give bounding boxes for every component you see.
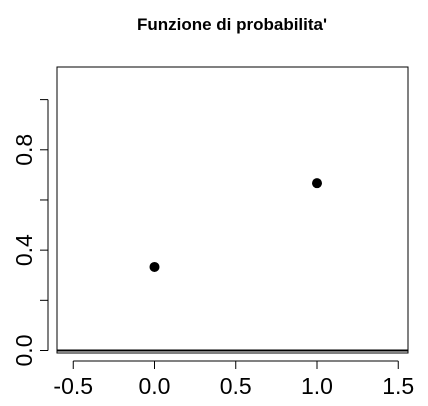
x-tick-label: -0.5 — [53, 373, 93, 399]
x-tick-label: 0.0 — [139, 373, 171, 399]
x-tick-label: 0.5 — [220, 373, 252, 399]
y-tick-label: 0.4 — [11, 234, 37, 266]
data-points — [149, 178, 322, 272]
y-tick-label: 0.0 — [11, 334, 37, 366]
y-tick-label: 0.8 — [11, 134, 37, 166]
x-tick-label: 1.5 — [382, 373, 414, 399]
plot-area-box — [56, 66, 409, 354]
y-axis: 0.0 0.4 0.8 — [11, 99, 49, 366]
data-point — [149, 261, 160, 272]
x-tick-label: 1.0 — [301, 373, 333, 399]
data-point — [312, 178, 322, 189]
x-axis: -0.5 0.0 0.5 1.0 1.5 — [53, 360, 414, 399]
chart-title: Funzione di probabilita' — [137, 15, 327, 34]
